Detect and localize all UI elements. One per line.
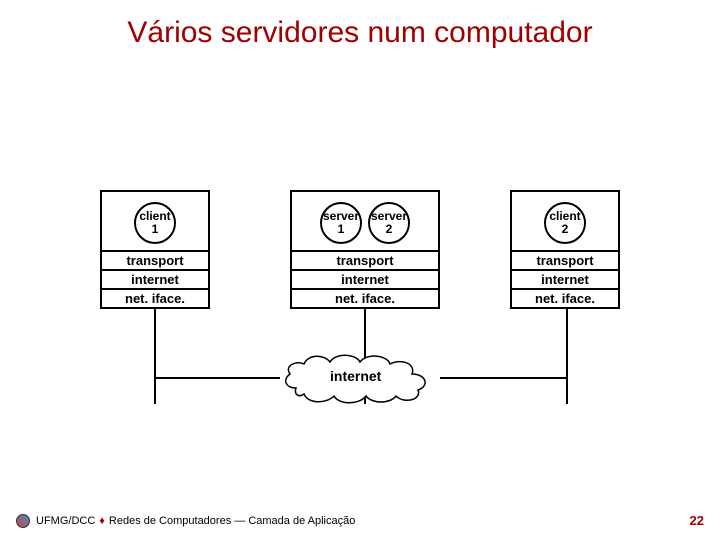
app-label-bottom: 2 [562,223,569,236]
layer-label: transport [292,250,438,269]
layer-label: net. iface. [292,288,438,307]
layer-label: net. iface. [512,288,618,307]
diagram-area: client1transportinternetnet. iface.serve… [100,190,620,420]
layer-label: internet [292,269,438,288]
footer-course: Redes de Computadores — Camada de Aplica… [109,515,355,527]
page-title: Vários servidores num computador [0,16,720,50]
host-right: client2 transportinternetnet. iface. [510,190,620,309]
link-line [440,377,566,379]
host-left: client1 transportinternetnet. iface. [100,190,210,309]
app-row: server1server2 [292,192,438,250]
layer-label: transport [512,250,618,269]
footer-org: UFMG/DCC [36,515,95,527]
footer: UFMG/DCC ♦ Redes de Computadores — Camad… [16,514,355,528]
page-number: 22 [690,513,704,528]
app-label-bottom: 1 [152,223,159,236]
internet-cloud: internet [280,350,440,404]
logo-icon [16,514,30,528]
host-middle: server1server2transportinternetnet. ifac… [290,190,440,309]
layer-label: internet [512,269,618,288]
app-label-bottom: 1 [338,223,345,236]
app-row: client1 [102,192,208,250]
link-line [154,308,156,404]
app-circle: client1 [134,202,176,244]
link-line [154,377,280,379]
app-circle: server1 [320,202,362,244]
cloud-label: internet [330,368,381,384]
layer-label: transport [102,250,208,269]
app-row: client2 [512,192,618,250]
layer-label: internet [102,269,208,288]
link-line [566,308,568,404]
app-label-bottom: 2 [386,223,393,236]
layer-label: net. iface. [102,288,208,307]
footer-bullet: ♦ [99,515,105,527]
app-circle: client2 [544,202,586,244]
app-circle: server2 [368,202,410,244]
